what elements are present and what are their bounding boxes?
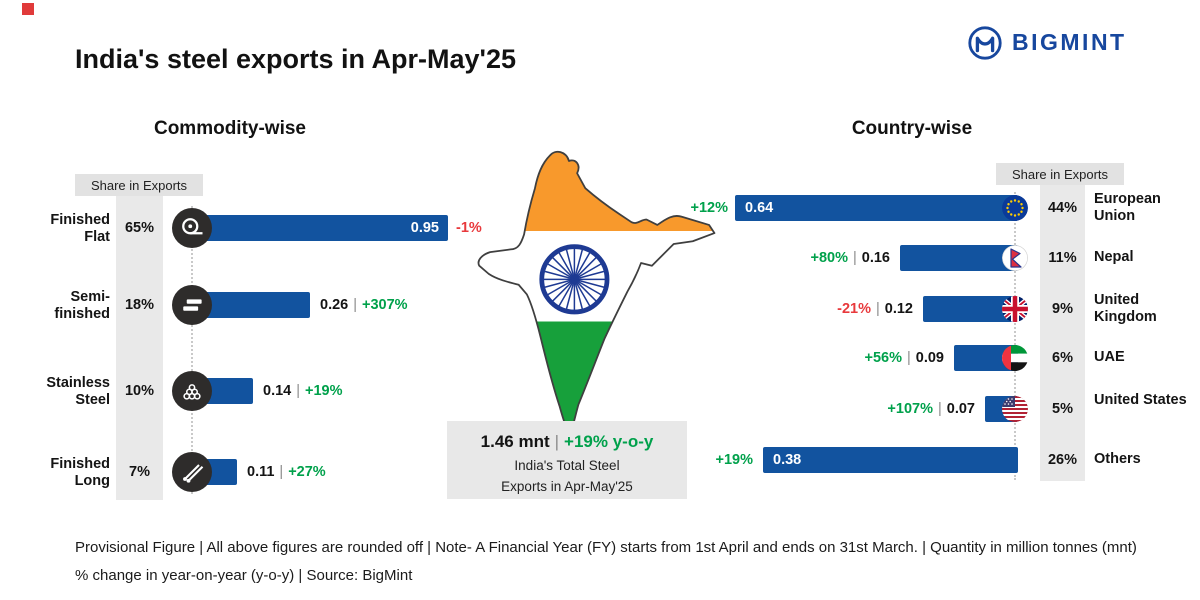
country-share-strip [1040,163,1085,481]
country-bar: 0.38 [763,447,1018,473]
footer-line-2: % change in year-on-year (y-o-y) | Sourc… [75,567,413,584]
uae-flag-icon [1002,345,1028,371]
country-share-value: 5% [1052,401,1073,417]
total-value-line: 1.46 mnt | +19% y-o-y [480,432,654,451]
country-share-value: 6% [1052,350,1073,366]
bar-value: 0.95 [410,220,439,236]
commodity-share-value: 7% [129,464,150,480]
brand-name: BIGMINT [1012,29,1127,55]
footer-note: Provisional Figure | All above figures a… [75,534,1170,590]
commodity-share-value: 65% [124,220,155,236]
commodity-row-label: Finished Long [50,456,110,490]
country-change-value: +107% | 0.07 [887,401,975,417]
nepal-flag-icon [1002,245,1028,271]
footer-line-1: Provisional Figure | All above figures a… [75,539,1137,556]
us-flag-icon [1002,396,1028,422]
country-change-value: +80% | 0.16 [810,250,890,266]
country-row-label: United Kingdom [1094,292,1157,326]
country-change: +19% [715,452,754,468]
country-share-value: 26% [1047,452,1078,468]
commodity-share-value: 10% [124,383,155,399]
country-bar [900,245,1018,271]
india-map [452,146,724,453]
commodity-share-strip [116,174,163,500]
pipes-icon [172,371,212,411]
commodity-value-change: 0.11 | +27% [247,464,326,480]
country-chart-title: Country-wise [851,118,973,139]
commodity-bar: 0.95 [192,215,448,241]
steel-coil-icon [172,208,212,248]
long-products-icon [172,452,212,492]
country-row-label: United States [1094,392,1187,408]
country-row-label: European Union [1094,191,1161,225]
commodity-share-header: Share in Exports [75,174,203,196]
country-share-value: 11% [1048,250,1077,266]
commodity-axis-dotted-line [191,206,193,494]
country-share-value: 44% [1047,200,1078,216]
country-row-label: Others [1094,451,1141,467]
country-bar: 0.64 [735,195,1018,221]
commodity-value-change: 0.14 | +19% [263,383,343,399]
red-marker [22,3,34,15]
total-caption-line2: Exports in Apr-May'25 [501,479,633,494]
bar-value: 0.64 [745,200,774,216]
slab-icon [172,285,212,325]
country-change-value: +56% | 0.09 [864,350,944,366]
country-share-value: 9% [1052,301,1073,317]
bigmint-logo-icon [966,24,1004,67]
ashoka-chakra-icon [539,244,610,315]
commodity-row-label: Stainless Steel [46,375,110,409]
country-change: +12% [690,200,729,216]
country-share-header: Share in Exports [996,163,1124,185]
commodity-row-label: Finished Flat [50,212,110,246]
commodity-share-value: 18% [124,297,155,313]
country-change-value: -21% | 0.12 [837,301,913,317]
page-title: India's steel exports in Apr-May'25 [75,44,516,74]
commodity-chart-title: Commodity-wise [153,118,307,139]
bar-value: 0.38 [773,452,802,468]
eu-flag-icon [1002,195,1028,221]
commodity-change: -1% [456,220,482,236]
total-caption-line1: India's Total Steel [514,458,620,473]
total-exports-box: 1.46 mnt | +19% y-o-y India's Total Steel … [447,421,687,499]
uk-flag-icon [1002,296,1028,322]
country-row-label: UAE [1094,349,1125,365]
country-axis-dotted-line [1014,192,1016,480]
commodity-value-change: 0.26 | +307% [320,297,408,313]
commodity-row-label: Semi-finished [54,289,110,323]
country-row-label: Nepal [1094,249,1134,265]
